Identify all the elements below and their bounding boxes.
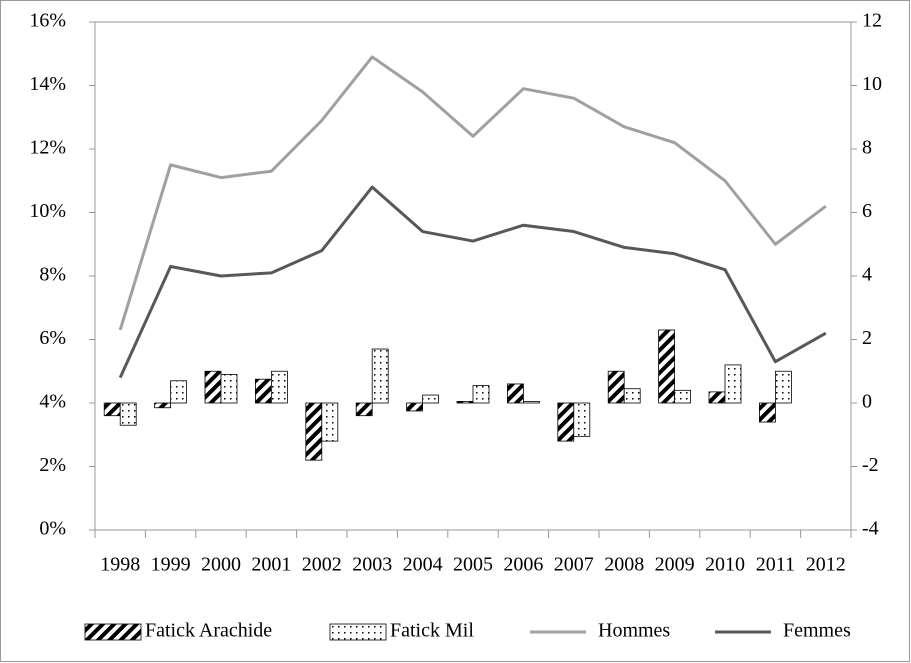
bar: [658, 329, 675, 404]
legend-label: Femmes: [783, 620, 851, 642]
bar: [220, 374, 238, 404]
y2-tick-label: -4: [862, 518, 879, 540]
bar: [557, 402, 575, 442]
x-tick-label: 2010: [705, 554, 745, 576]
legend-label: Fatick Mil: [390, 620, 474, 642]
bar: [204, 370, 222, 404]
bar: [321, 402, 339, 442]
bar: [371, 348, 389, 404]
y2-tick-label: 8: [862, 137, 872, 159]
legend-swatch: [329, 623, 387, 641]
x-tick-label: 2000: [201, 554, 241, 576]
line: [118, 55, 827, 331]
y2-tick-label: 12: [862, 10, 882, 32]
bar: [674, 389, 691, 404]
y2-tick-label: 2: [862, 327, 872, 349]
x-tick-label: 1998: [100, 554, 140, 576]
bar: [305, 402, 323, 461]
bar: [523, 401, 540, 404]
x-tick-label: 2011: [756, 554, 795, 576]
bar: [119, 402, 137, 426]
bar: [406, 402, 424, 412]
bar: [623, 388, 641, 404]
bar: [506, 383, 524, 404]
x-tick-label: 2002: [302, 554, 342, 576]
y-tick-label: 4%: [39, 391, 66, 413]
bar: [254, 378, 272, 404]
y2-tick-label: 0: [862, 391, 872, 413]
bar: [775, 370, 792, 404]
y-tick-label: 12%: [29, 137, 66, 159]
y2-tick-label: 10: [862, 73, 882, 95]
x-tick-label: 2006: [503, 554, 543, 576]
bar: [472, 385, 490, 404]
y2-tick-label: -2: [862, 454, 879, 476]
legend-label: Fatick Arachide: [145, 620, 272, 642]
bar: [355, 402, 373, 417]
y2-tick-label: 4: [862, 264, 872, 286]
x-tick-label: 2003: [352, 554, 392, 576]
bar: [422, 394, 440, 404]
y-tick-label: 10%: [29, 200, 66, 222]
x-tick-label: 2001: [251, 554, 291, 576]
y-tick-label: 2%: [39, 454, 66, 476]
x-tick-label: 2004: [403, 554, 443, 576]
y-tick-label: 14%: [29, 73, 66, 95]
legend-label: Hommes: [598, 620, 670, 642]
x-tick-label: 2009: [655, 554, 695, 576]
y-tick-label: 6%: [39, 327, 66, 349]
bar: [724, 364, 742, 404]
bar: [708, 391, 726, 404]
x-tick-label: 1999: [151, 554, 191, 576]
x-tick-label: 2008: [604, 554, 644, 576]
bar: [154, 402, 172, 409]
bar: [759, 402, 776, 423]
bar: [607, 370, 625, 404]
y-tick-label: 8%: [39, 264, 66, 286]
y-tick-label: 0%: [39, 518, 66, 540]
x-tick-label: 2005: [453, 554, 493, 576]
x-tick-label: 2012: [806, 554, 846, 576]
legend-swatch: [84, 623, 142, 641]
x-tick-label: 2007: [554, 554, 594, 576]
y2-tick-label: 6: [862, 200, 872, 222]
bar: [270, 370, 288, 404]
bar: [456, 401, 474, 404]
bar: [573, 402, 591, 437]
bar: [103, 402, 121, 417]
line: [118, 185, 827, 379]
y-tick-label: 16%: [29, 10, 66, 32]
bar: [170, 380, 188, 404]
